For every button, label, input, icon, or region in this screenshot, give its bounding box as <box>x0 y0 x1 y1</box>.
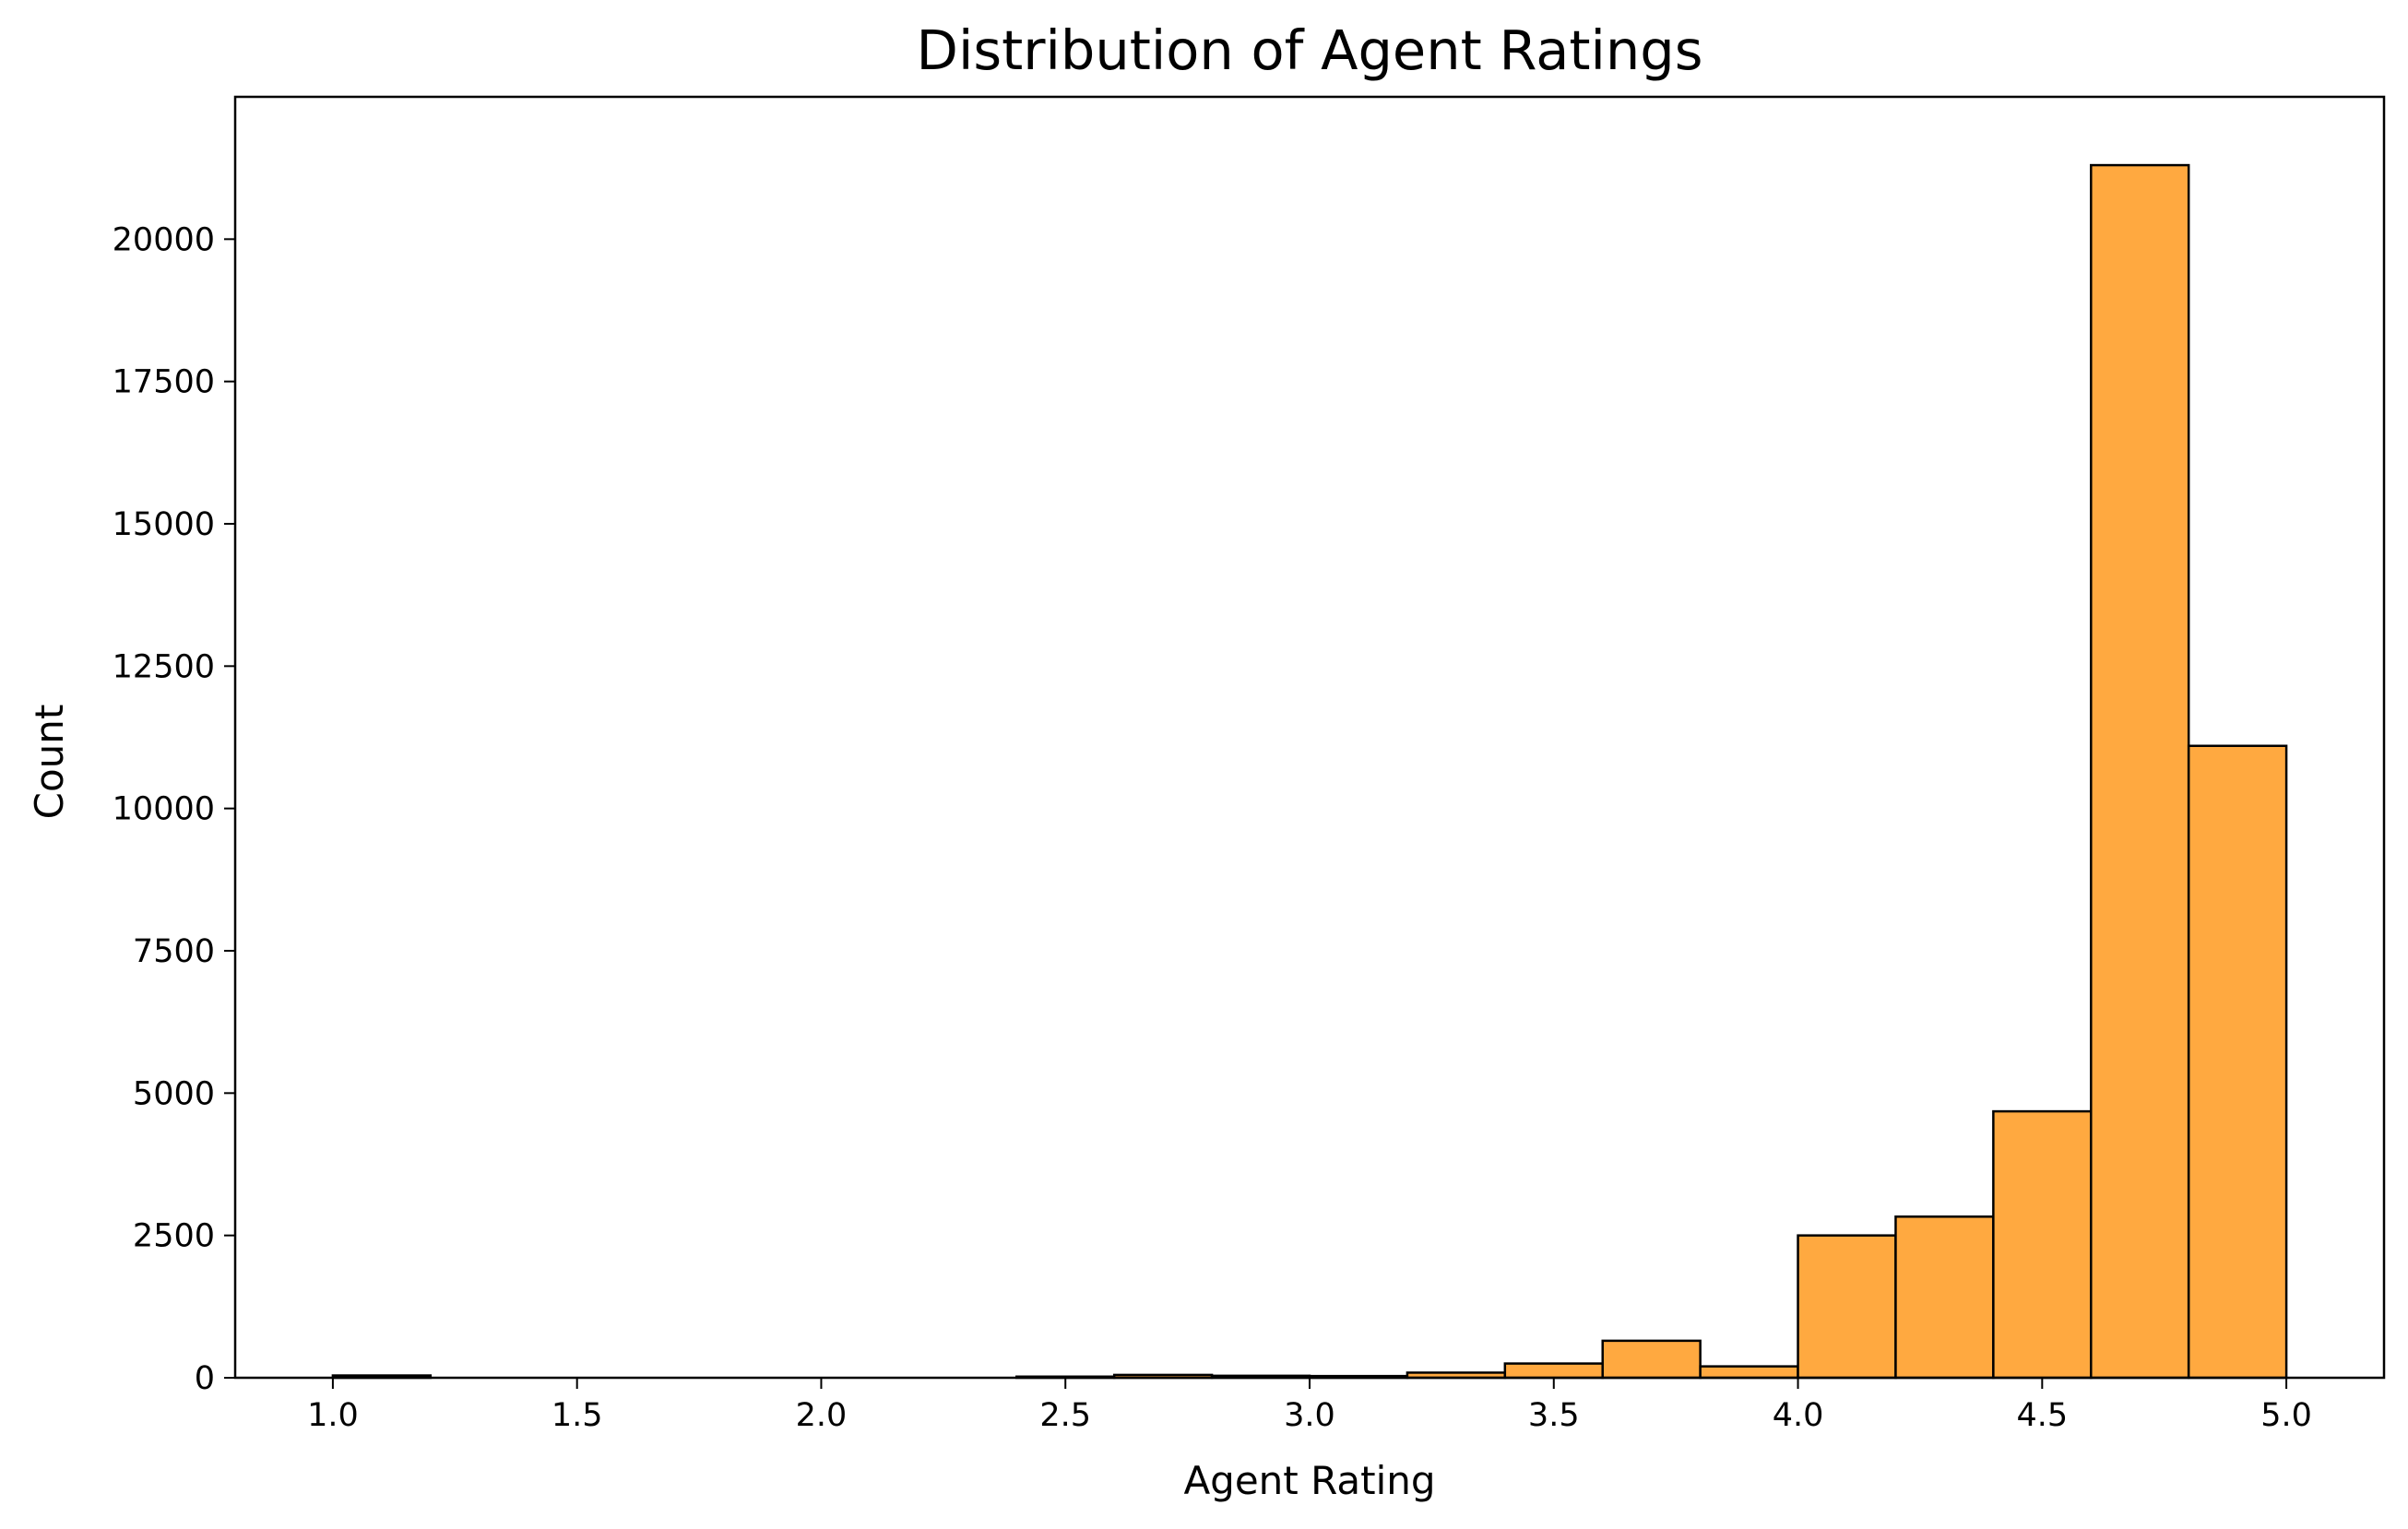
y-tick-label: 17500 <box>113 364 215 401</box>
y-tick-label: 20000 <box>113 221 215 258</box>
x-tick-label: 3.0 <box>1284 1397 1335 1434</box>
histogram-bar-16 <box>1894 1215 1995 1380</box>
histogram-bar-13 <box>1601 1339 1702 1380</box>
histogram-bar-12 <box>1503 1362 1604 1380</box>
y-tick-label: 0 <box>195 1360 215 1397</box>
histogram-bar-15 <box>1797 1234 1897 1380</box>
histogram-bar-14 <box>1699 1365 1799 1380</box>
y-axis-label: Count <box>27 705 72 820</box>
histogram-bar-19 <box>2187 744 2288 1380</box>
x-tick-label: 4.5 <box>2016 1397 2068 1434</box>
x-tick-label: 1.0 <box>307 1397 359 1434</box>
chart-title: Distribution of Agent Ratings <box>917 18 1703 82</box>
x-tick-label: 2.5 <box>1039 1397 1091 1434</box>
y-tick-label: 5000 <box>133 1075 215 1112</box>
x-axis: 1.0 1.5 2.0 2.5 3.0 3.5 4.0 4.5 5.0 <box>307 1378 2312 1434</box>
x-tick-label: 2.0 <box>796 1397 848 1434</box>
histogram-bar-17 <box>1992 1109 2093 1380</box>
y-axis: 0 2500 5000 7500 10000 12500 15000 17500 20000 <box>113 221 235 1397</box>
x-tick-label: 3.5 <box>1528 1397 1580 1434</box>
x-tick-label: 4.0 <box>1773 1397 1824 1434</box>
y-tick-label: 2500 <box>133 1218 215 1255</box>
histogram-bar-18 <box>2090 163 2190 1380</box>
y-tick-label: 15000 <box>113 506 215 543</box>
x-tick-label: 1.5 <box>552 1397 603 1434</box>
y-tick-label: 12500 <box>113 648 215 685</box>
x-tick-label: 5.0 <box>2260 1397 2312 1434</box>
x-axis-label: Agent Rating <box>1183 1458 1435 1503</box>
histogram-bars <box>331 163 2288 1380</box>
y-tick-label: 7500 <box>133 933 215 970</box>
y-tick-label: 10000 <box>113 791 215 828</box>
